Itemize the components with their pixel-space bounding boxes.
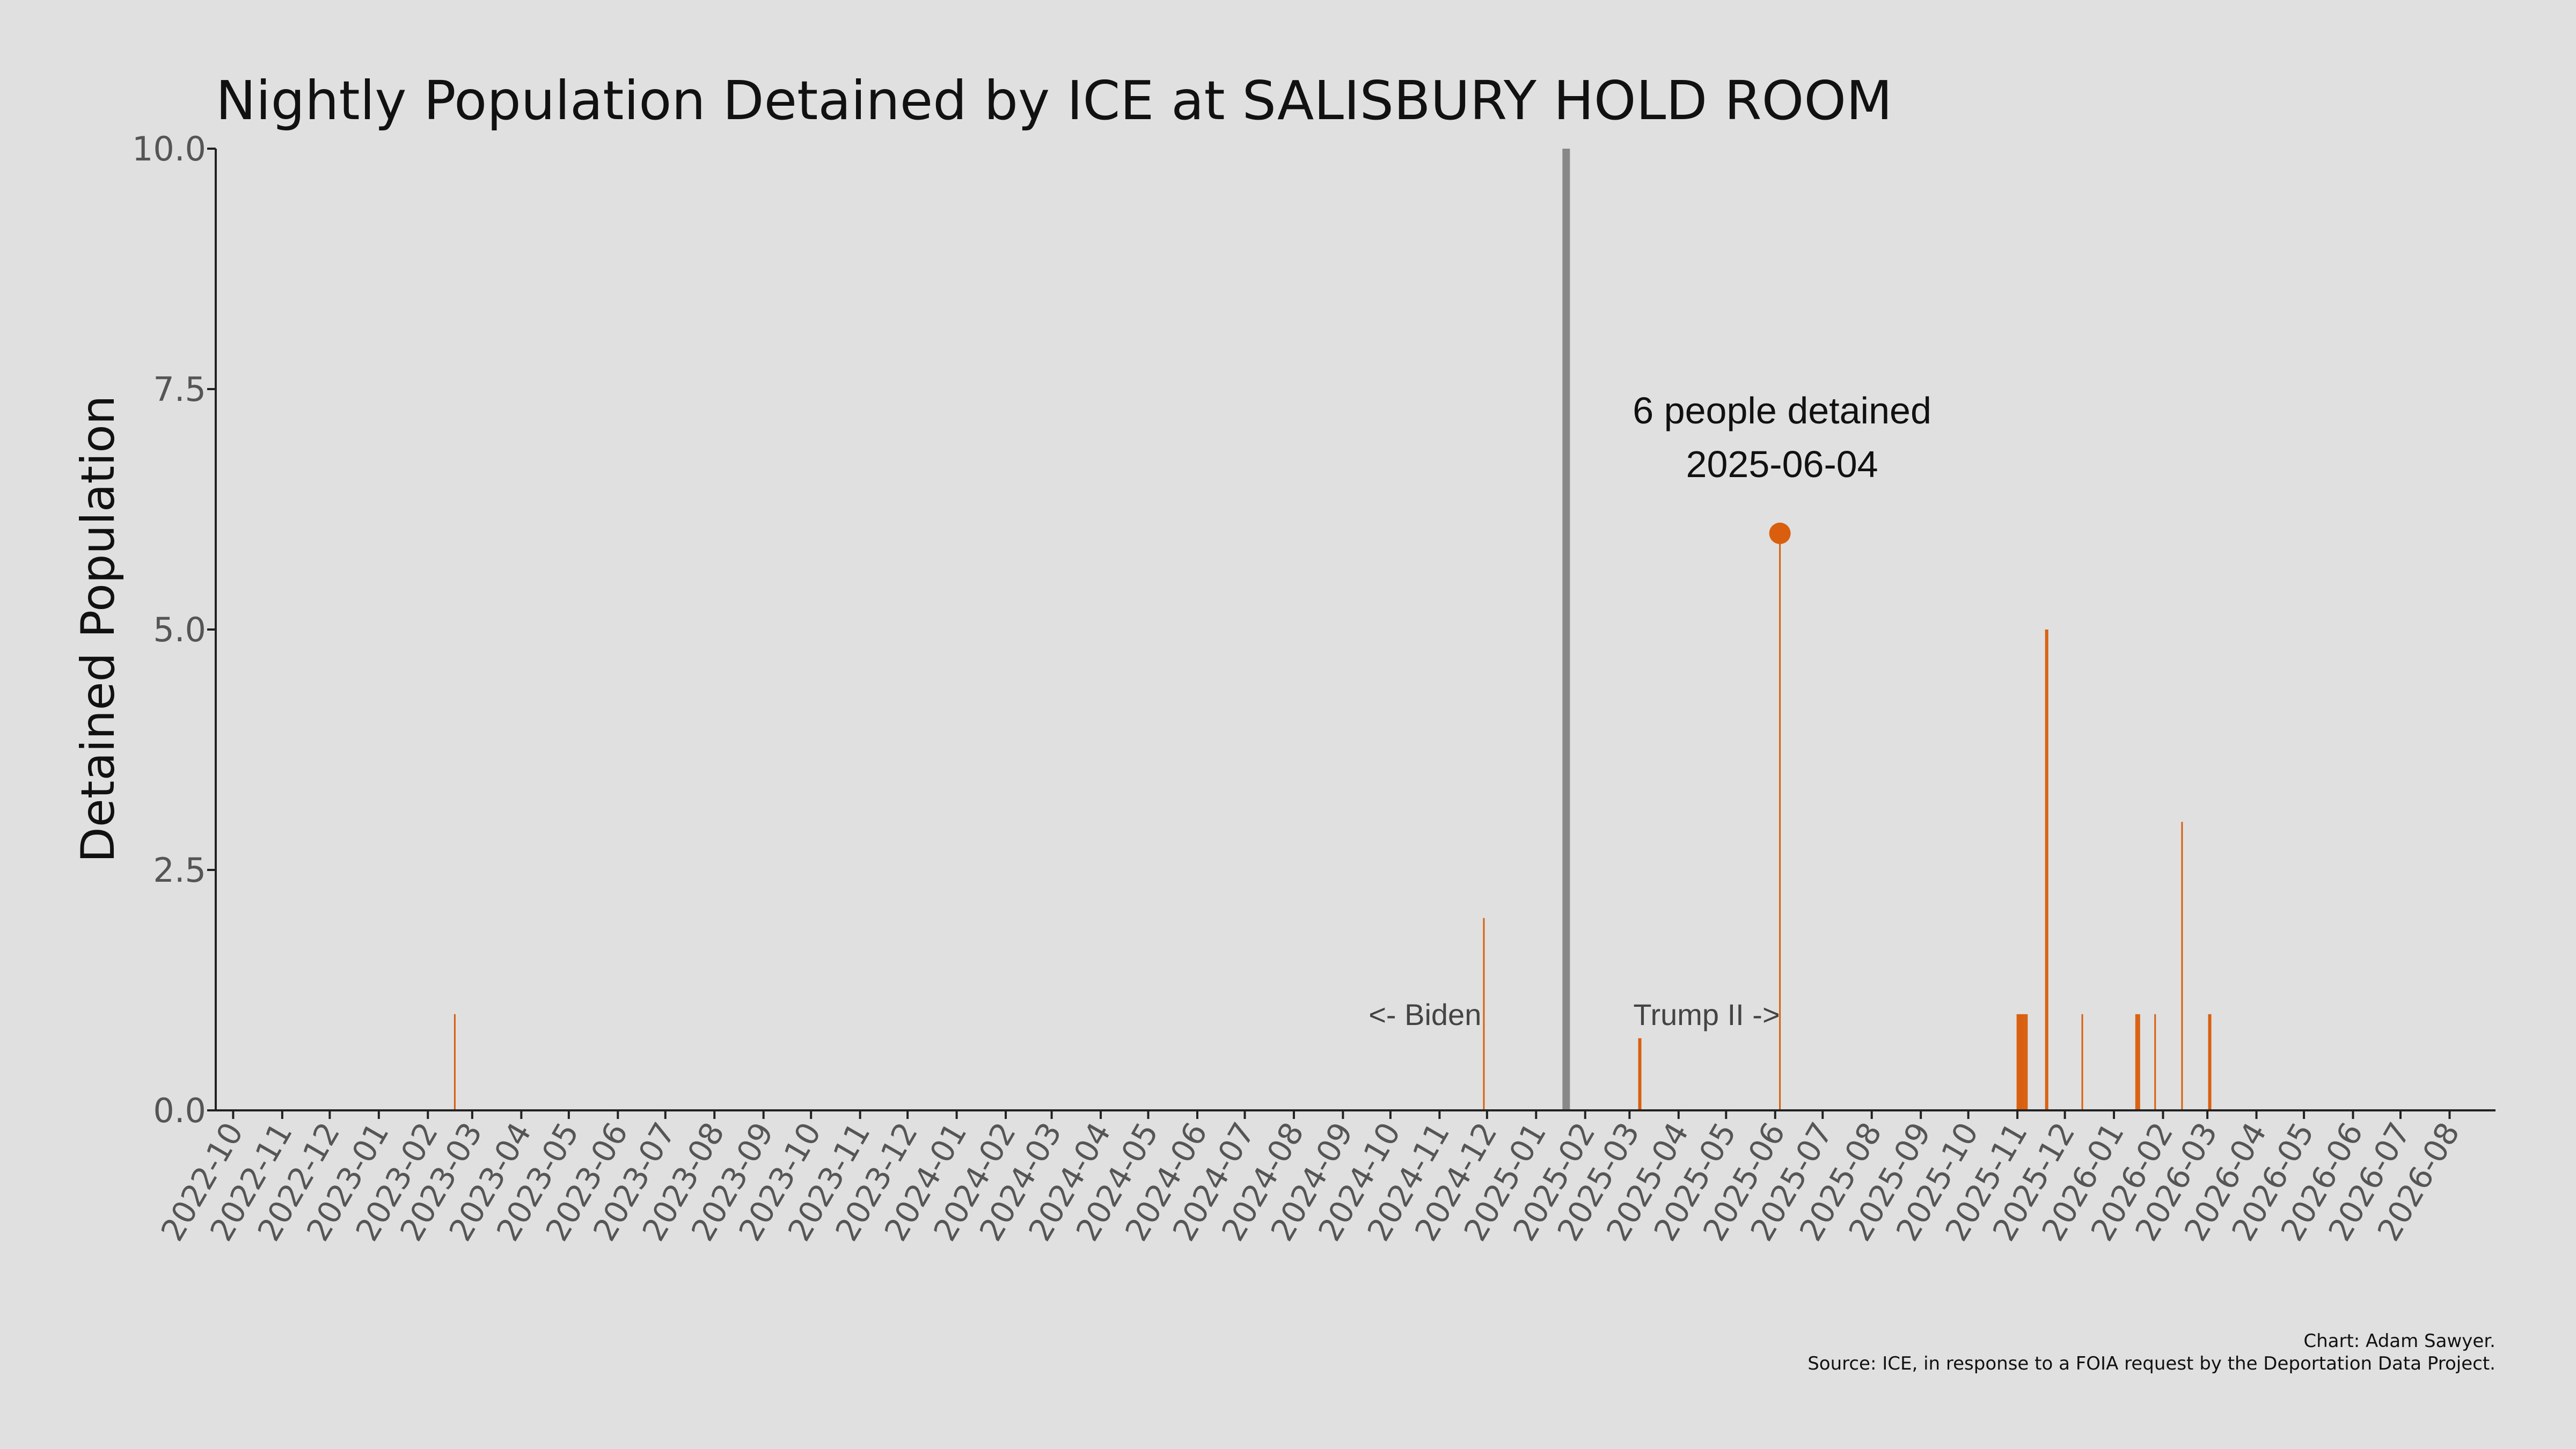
chart-source: Source: ICE, in response to a FOIA reque… <box>1807 1353 2496 1374</box>
x-axis: 2022-102022-112022-122023-012023-022023-… <box>154 1110 2467 1247</box>
bar <box>2016 1014 2018 1110</box>
y-tick-label: 7.5 <box>153 370 206 409</box>
highlight-point <box>1769 522 1791 544</box>
bar <box>2026 1014 2028 1110</box>
era-label-trump: Trump II -> <box>1633 998 1780 1031</box>
chart-credit: Chart: Adam Sawyer. <box>2303 1330 2496 1352</box>
y-axis-label: Detained Population <box>71 396 125 863</box>
bar <box>2018 1014 2020 1110</box>
y-axis: 0.0 2.5 5.0 7.5 10.0 <box>132 129 216 1130</box>
bar <box>2024 1014 2026 1110</box>
bar <box>2135 1014 2137 1110</box>
bar <box>2181 822 2183 1110</box>
y-tick-label: 0.0 <box>153 1091 206 1130</box>
y-tick-label: 10.0 <box>132 129 206 169</box>
bar <box>453 1014 456 1110</box>
bar <box>1483 918 1485 1110</box>
highlight-label: 6 people detained <box>1633 390 1931 431</box>
bar <box>2046 630 2048 1110</box>
chart-title: Nightly Population Detained by ICE at SA… <box>216 69 1892 132</box>
bar <box>2209 1014 2212 1110</box>
bar <box>2023 1014 2025 1110</box>
bar <box>1779 533 1781 1110</box>
bar <box>2154 1014 2156 1110</box>
bars <box>453 533 2212 1110</box>
bar <box>2138 1014 2140 1110</box>
y-tick-label: 5.0 <box>153 610 206 649</box>
bar <box>2021 1014 2023 1110</box>
y-tick-label: 2.5 <box>153 851 206 890</box>
bar <box>2081 1014 2083 1110</box>
bar <box>2045 630 2047 1110</box>
bar <box>1638 1038 1640 1110</box>
era-label-biden: <- Biden <box>1368 998 1481 1031</box>
bar <box>1640 1038 1642 1110</box>
bar <box>2019 1014 2022 1110</box>
bar <box>2208 1014 2210 1110</box>
bar <box>2136 1014 2139 1110</box>
highlight-date: 2025-06-04 <box>1686 443 1878 485</box>
